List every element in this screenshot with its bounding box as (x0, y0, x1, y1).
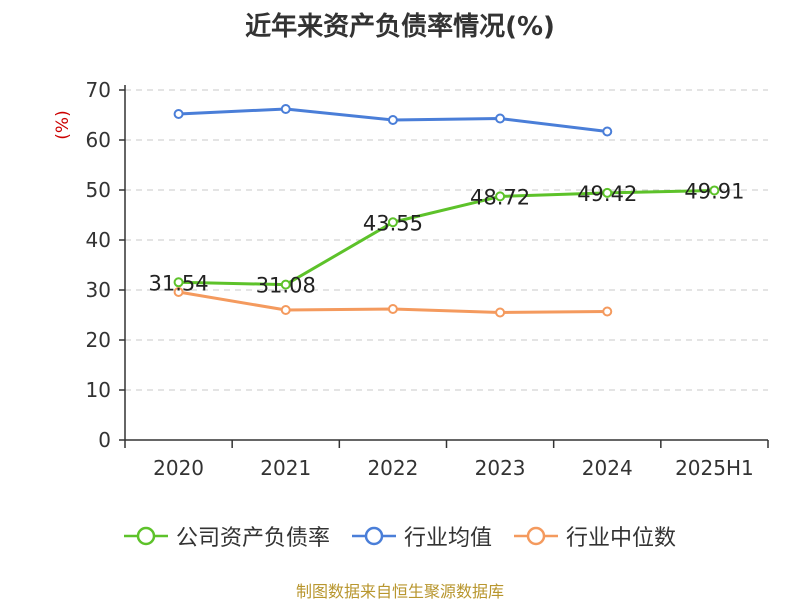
data-point (173, 277, 184, 288)
data-label: 49.91 (684, 179, 744, 203)
data-label: 49.42 (577, 182, 637, 206)
x-tick-label: 2024 (582, 456, 633, 480)
y-tick-label: 50 (86, 178, 111, 202)
data-point (387, 115, 398, 125)
y-tick-label: 70 (86, 78, 111, 102)
data-point (495, 113, 506, 124)
data-point (280, 305, 291, 315)
data-label: 31.54 (149, 271, 209, 295)
series-line (178, 188, 715, 287)
x-tick-label: 2022 (367, 456, 418, 480)
data-label: 43.55 (363, 211, 423, 235)
legend-label: 公司资产负债率 (175, 526, 330, 551)
x-tick-label: 2020 (153, 456, 204, 480)
legend-item-industry-median[interactable]: 行业中位数 (514, 520, 676, 552)
data-point (602, 187, 613, 198)
legend-label: 行业均值 (403, 526, 492, 551)
data-point (387, 304, 398, 314)
data-point (709, 185, 720, 196)
data-point (495, 191, 506, 202)
data-label: 48.72 (470, 185, 530, 209)
data-point (495, 307, 506, 318)
data-point (280, 104, 291, 114)
data-point (280, 279, 291, 290)
legend-marker-green-icon (123, 526, 168, 546)
legend-label: 行业中位数 (566, 526, 677, 551)
legend-item-industry-mean[interactable]: 行业均值 (351, 520, 492, 552)
legend-item-company[interactable]: 公司资产负债率 (123, 520, 330, 552)
chart-title: 近年来资产负债率情况(%) (245, 12, 555, 42)
data-point (173, 109, 184, 119)
y-tick-label: 0 (98, 428, 111, 452)
legend-marker-blue-icon (351, 526, 396, 546)
y-tick-label: 10 (86, 378, 111, 402)
y-tick-label: 20 (86, 328, 111, 352)
data-point (387, 217, 398, 228)
x-tick-label: 2021 (260, 456, 311, 480)
y-tick-label: 30 (86, 278, 111, 302)
legend: 公司资产负债率 行业均值 行业中位数 (0, 520, 800, 552)
y-axis-label: (%) (53, 110, 73, 139)
legend-marker-orange-icon (514, 526, 558, 546)
y-tick-label: 40 (86, 228, 111, 252)
x-tick-label: 2025H1 (675, 456, 754, 480)
data-point (602, 126, 613, 137)
data-point (173, 287, 184, 297)
x-tick-label: 2023 (475, 456, 526, 480)
data-point (602, 306, 613, 317)
data-label: 31.08 (256, 274, 316, 298)
y-tick-label: 60 (86, 128, 111, 152)
source-note: 制图数据来自恒生聚源数据库 (295, 582, 504, 601)
